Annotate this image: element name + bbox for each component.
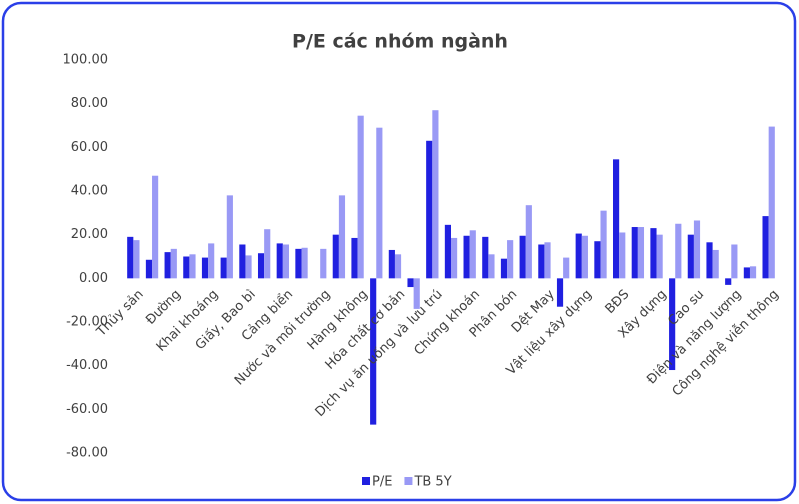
bar <box>301 247 308 279</box>
bar <box>631 227 638 279</box>
bar <box>152 175 159 279</box>
bar <box>650 228 657 279</box>
bar <box>463 235 470 279</box>
bar <box>538 244 545 279</box>
bar <box>432 110 439 279</box>
bar <box>239 244 246 279</box>
bar <box>725 278 732 285</box>
bar <box>544 242 551 279</box>
bar <box>762 216 769 279</box>
bar <box>749 266 757 279</box>
bar <box>519 235 526 279</box>
bar <box>675 223 682 279</box>
bar <box>245 255 252 279</box>
chart-title: P/E các nhóm ngành <box>292 31 508 53</box>
bar <box>613 159 620 279</box>
y-tick-label: -20.00 <box>66 315 108 330</box>
y-tick-label: -40.00 <box>66 358 108 373</box>
bar <box>731 244 738 279</box>
bar <box>189 254 196 279</box>
legend-swatch <box>404 477 413 485</box>
y-tick-label: 100.00 <box>63 53 109 68</box>
bar <box>127 236 134 279</box>
bar <box>482 236 489 279</box>
bar <box>575 233 582 279</box>
bar <box>164 252 171 279</box>
bar <box>407 278 414 288</box>
bar <box>712 249 719 279</box>
bar <box>469 230 476 279</box>
bar <box>594 241 601 279</box>
bar <box>276 243 283 279</box>
bar <box>687 234 694 279</box>
bar <box>295 248 302 279</box>
bar <box>282 244 289 279</box>
y-tick-label: 40.00 <box>71 184 108 199</box>
bar <box>656 234 663 279</box>
bar <box>201 257 209 279</box>
bar <box>332 234 339 279</box>
legend-label: P/E <box>372 475 392 490</box>
bar <box>619 232 626 279</box>
bar <box>637 227 645 279</box>
legend-label: TB 5Y <box>413 475 451 490</box>
bar <box>693 220 701 279</box>
bar <box>357 115 364 279</box>
bar <box>451 237 458 279</box>
bar <box>170 248 177 279</box>
bar <box>133 240 140 279</box>
bar <box>320 248 327 279</box>
bar <box>394 254 402 279</box>
legend-swatch <box>362 477 370 485</box>
bar <box>488 254 495 279</box>
bar <box>507 240 514 279</box>
bar <box>556 278 564 307</box>
bar <box>208 243 215 279</box>
y-tick-label: -80.00 <box>66 446 108 461</box>
bar <box>600 210 607 279</box>
bar <box>525 205 532 279</box>
bar <box>388 249 395 279</box>
bar <box>706 242 713 279</box>
bar <box>264 229 271 279</box>
bar <box>338 195 346 279</box>
bar <box>370 278 377 425</box>
bar <box>145 259 153 279</box>
y-tick-label: 0.00 <box>79 271 108 286</box>
bar <box>743 267 750 279</box>
bar <box>669 278 676 371</box>
y-tick-label: 60.00 <box>71 140 108 155</box>
bar <box>257 253 265 279</box>
bar <box>426 140 433 279</box>
bar <box>351 237 358 279</box>
bar <box>220 257 227 279</box>
bar <box>768 126 775 279</box>
y-tick-label: -60.00 <box>66 402 108 417</box>
bar <box>500 258 508 279</box>
bar <box>413 278 420 309</box>
bar <box>581 235 588 279</box>
bar <box>226 195 233 279</box>
bar <box>376 127 383 279</box>
y-tick-label: 80.00 <box>71 96 108 111</box>
y-tick-label: 20.00 <box>71 227 108 242</box>
bar <box>444 224 451 279</box>
bar <box>183 256 190 279</box>
bar <box>563 257 570 279</box>
